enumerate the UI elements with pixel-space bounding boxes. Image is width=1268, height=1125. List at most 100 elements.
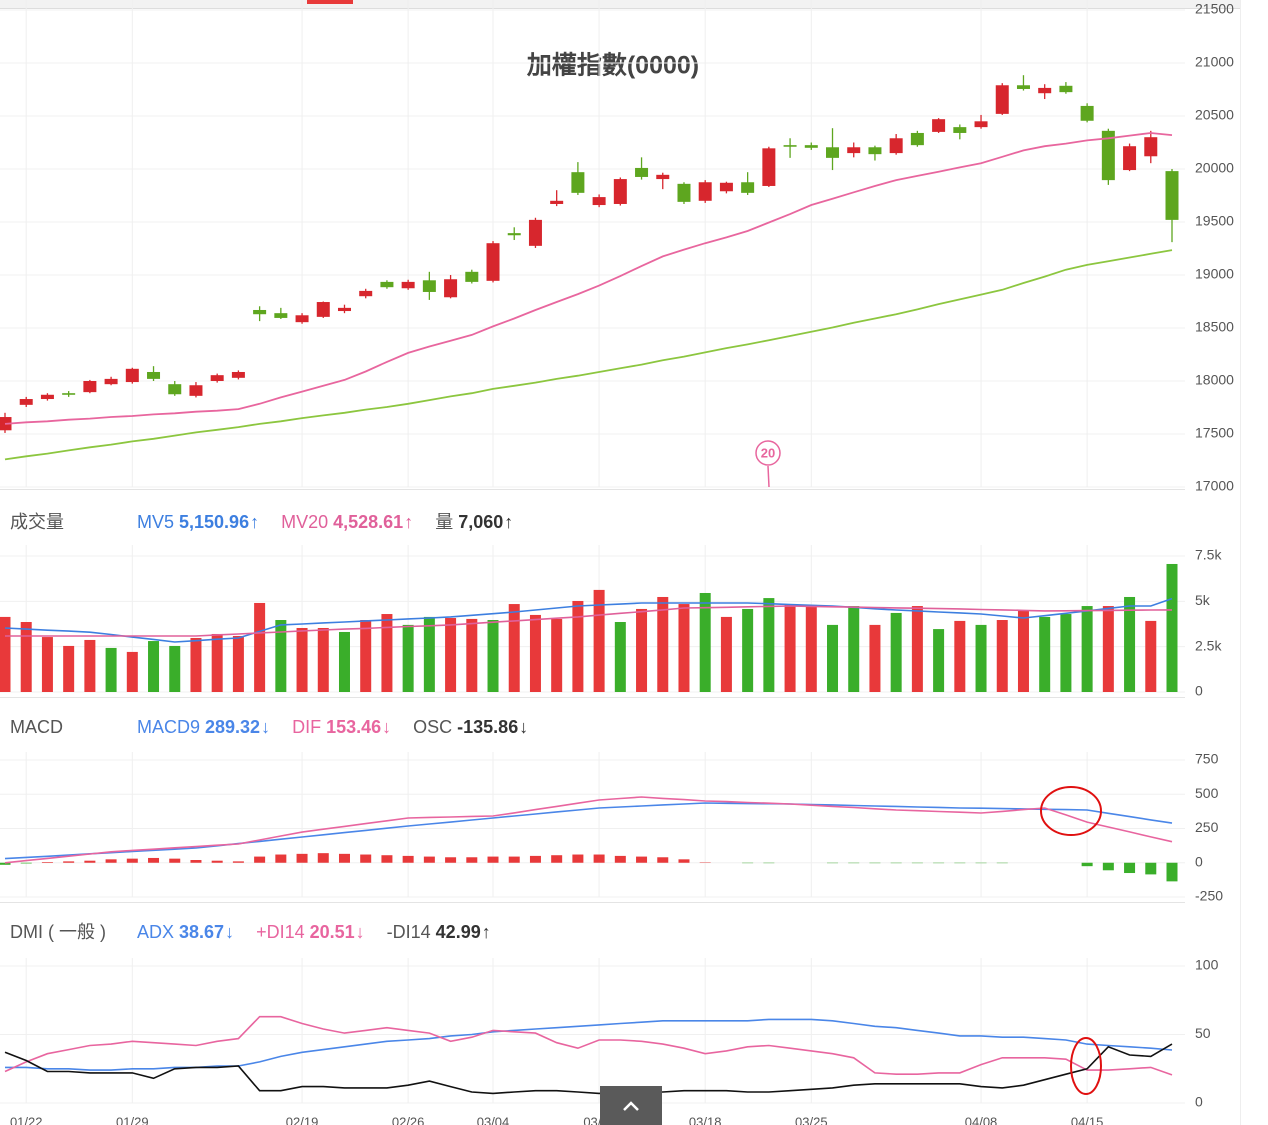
y-tick-label: 19000 [1195, 266, 1234, 282]
bar [381, 855, 393, 863]
x-tick-label: 02/19 [286, 1115, 319, 1125]
bar [487, 620, 499, 692]
candle-body [316, 302, 330, 317]
bar [41, 637, 53, 692]
bar [657, 596, 669, 692]
bar [593, 854, 605, 863]
candle-body [1123, 146, 1137, 171]
candle-body [974, 121, 988, 128]
y-tick-label: 750 [1195, 751, 1219, 767]
legend-value: 5,150.96 [179, 512, 249, 532]
bar [105, 647, 117, 692]
candle-body [571, 172, 585, 193]
bar [126, 651, 138, 692]
bar [614, 855, 626, 863]
annotation-label: 20 [761, 445, 775, 460]
y-tick-label: 17000 [1195, 478, 1234, 494]
bar [275, 854, 287, 863]
candle-body [995, 85, 1009, 114]
bar [1124, 596, 1136, 692]
y-tick-label: 100 [1195, 957, 1219, 973]
legend-value: 4,528.61 [333, 512, 403, 532]
series-line [4, 796, 1173, 864]
bar [423, 856, 435, 863]
bar [360, 854, 372, 863]
y-tick-label: 0 [1195, 1094, 1203, 1110]
legend: MV5 5,150.96↑ MV20 4,528.61↑ 量 7,060↑ [137, 512, 513, 532]
bar [211, 860, 223, 863]
bar [445, 857, 457, 863]
bar [678, 604, 690, 692]
series-line [4, 1015, 1173, 1076]
bar [402, 855, 414, 863]
legend-value: 7,060 [458, 512, 503, 532]
bar [84, 639, 96, 692]
candle-body [465, 271, 479, 282]
bar [869, 624, 881, 692]
bar [20, 862, 32, 864]
candle-body [1059, 85, 1073, 93]
candle-body [868, 147, 882, 155]
legend: MACD9 289.32↓ DIF 153.46↓ OSC -135.86↓ [137, 717, 528, 737]
bar [317, 627, 329, 692]
y-tick-label: 21000 [1195, 54, 1234, 70]
candle-body [804, 145, 818, 148]
x-tick-label: 03/25 [795, 1115, 828, 1125]
candle-body [847, 147, 861, 154]
x-tick-label: 04/08 [965, 1115, 998, 1125]
series-line [4, 597, 1173, 643]
candle-body [1101, 130, 1115, 181]
candle-body [635, 167, 649, 177]
series-line [4, 1043, 1173, 1095]
bar [232, 635, 244, 692]
bar [63, 645, 75, 692]
legend-value: 42.99 [436, 922, 481, 942]
annotation-stem [767, 465, 770, 488]
bar [763, 598, 775, 692]
bar [296, 853, 308, 863]
bar [1145, 620, 1157, 692]
candle-body [486, 243, 500, 281]
button-bg[interactable] [600, 1086, 662, 1125]
candle-body [783, 145, 797, 147]
bar [784, 604, 796, 692]
scroll-top-button[interactable] [600, 1086, 662, 1125]
y-tick-label: 18500 [1195, 319, 1234, 335]
candle-body [550, 200, 564, 204]
bar [105, 859, 117, 863]
bar [827, 624, 839, 692]
candle-body [40, 394, 54, 400]
bar [1145, 862, 1157, 875]
legend-value: -135.86 [457, 717, 518, 737]
active-tab-indicator[interactable] [307, 0, 353, 4]
legend: ADX 38.67↓ +DI14 20.51↓ -DI14 42.99↑ [137, 922, 491, 942]
candle-body [444, 279, 458, 298]
candle-body [910, 132, 924, 146]
y-tick-label: 18000 [1195, 372, 1234, 388]
legend-name: 量 [435, 512, 453, 532]
plot-layer: 01/22 01/29 02/19 02/26 03/04 03/11 03/18 03/25… [0, 0, 1234, 1125]
bar [338, 853, 350, 863]
bar [1039, 616, 1051, 692]
y-tick-label: 19500 [1195, 213, 1234, 229]
bar [381, 614, 393, 692]
bar [742, 608, 754, 692]
bar [1017, 610, 1029, 692]
candle-body [295, 315, 309, 323]
y-tick-label: 0 [1195, 683, 1203, 699]
y-tick-label: 50 [1195, 1025, 1211, 1041]
y-tick-label: 2.5k [1195, 637, 1222, 653]
legend-value: 38.67 [179, 922, 224, 942]
highlight-circle [1040, 786, 1102, 836]
y-tick-label: 500 [1195, 785, 1219, 801]
candle-body [719, 182, 733, 192]
candle-body [1038, 87, 1052, 94]
candle-body [826, 147, 840, 158]
candle-body [62, 393, 76, 395]
series-line [4, 802, 1173, 860]
x-tick-label: 01/29 [116, 1115, 149, 1125]
candle-body [83, 381, 97, 393]
bar [275, 620, 287, 692]
y-tick-label: 0 [1195, 853, 1203, 869]
